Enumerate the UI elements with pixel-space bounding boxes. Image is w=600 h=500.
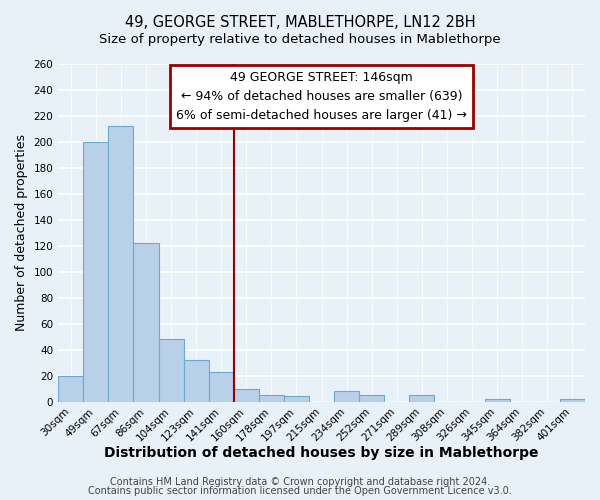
Text: Size of property relative to detached houses in Mablethorpe: Size of property relative to detached ho… — [99, 32, 501, 46]
Bar — [485, 399, 510, 402]
Bar — [560, 399, 585, 402]
Bar — [284, 396, 309, 402]
Bar — [83, 142, 109, 402]
Bar — [158, 339, 184, 402]
Text: 49 GEORGE STREET: 146sqm
← 94% of detached houses are smaller (639)
6% of semi-d: 49 GEORGE STREET: 146sqm ← 94% of detach… — [176, 71, 467, 122]
Bar — [359, 395, 385, 402]
Bar — [58, 376, 83, 402]
Bar — [334, 391, 359, 402]
Text: Contains HM Land Registry data © Crown copyright and database right 2024.: Contains HM Land Registry data © Crown c… — [110, 477, 490, 487]
X-axis label: Distribution of detached houses by size in Mablethorpe: Distribution of detached houses by size … — [104, 446, 539, 460]
Bar — [133, 243, 158, 402]
Bar — [234, 388, 259, 402]
Bar — [209, 372, 234, 402]
Y-axis label: Number of detached properties: Number of detached properties — [15, 134, 28, 332]
Text: 49, GEORGE STREET, MABLETHORPE, LN12 2BH: 49, GEORGE STREET, MABLETHORPE, LN12 2BH — [125, 15, 475, 30]
Bar — [259, 395, 284, 402]
Bar — [409, 395, 434, 402]
Bar — [184, 360, 209, 402]
Bar — [109, 126, 133, 402]
Text: Contains public sector information licensed under the Open Government Licence v3: Contains public sector information licen… — [88, 486, 512, 496]
